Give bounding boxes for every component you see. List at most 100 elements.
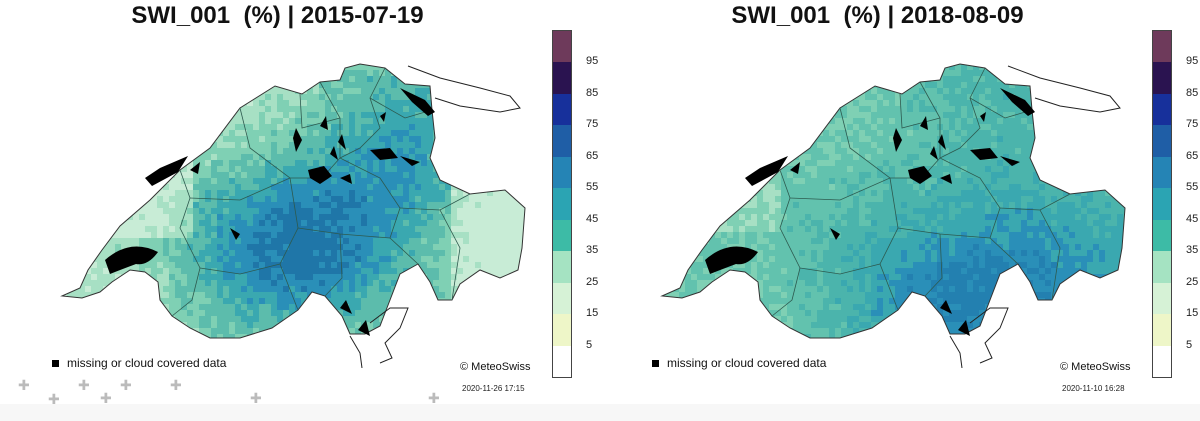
lake [930,146,938,160]
canton-border [199,263,281,275]
country-border [660,63,1126,339]
lake [400,88,435,116]
colorbar-segment [553,314,571,346]
colorbar-segment [553,251,571,283]
plus-icon: ✚ [100,390,112,406]
switzerland-map [60,63,526,368]
canton-border [899,93,941,129]
colorbar-tick-label: 75 [1186,118,1199,131]
lake [705,246,758,274]
border-lake-outline [969,307,1009,364]
lake [830,228,840,240]
colorbar-tick-label: 75 [586,118,599,131]
lake [745,156,788,186]
map-panel-right: SWI_001 (%) | 2018-08-09 missing or clou… [600,0,1200,421]
lake [293,128,302,152]
timestamp-label: 2020-11-10 16:28 [1062,384,1125,393]
lake [940,174,952,184]
colorbar-segment [1153,188,1171,220]
lake [790,162,800,174]
colorbar-tick-label: 95 [586,55,599,68]
lake [340,174,352,184]
colorbar-tick-label: 25 [586,275,599,288]
colorbar-segment [1153,251,1171,283]
canton-border [339,67,386,159]
canton-border [924,233,943,297]
canton-border [189,177,291,201]
switzerland-map [660,63,1126,368]
canton-border [799,263,881,275]
colorbar-segment [1153,125,1171,157]
colorbar-segment [1153,31,1171,63]
plus-icon: ✚ [250,390,262,406]
missing-data-swatch [652,359,659,367]
lake [330,146,338,160]
bottom-bar [0,404,1200,421]
colorbar [552,30,572,378]
colorbar-segment [553,93,571,126]
canton-border [789,177,891,201]
lake [940,300,952,314]
colorbar-tick-label: 95 [1186,55,1199,68]
plus-icon: ✚ [48,391,60,407]
colorbar-tick-label: 85 [586,86,599,99]
colorbar-tick-label: 35 [586,244,599,257]
canton-border [279,177,299,311]
colorbar-segment [553,156,571,189]
canton-border [1039,209,1061,301]
plus-icon: ✚ [120,377,132,393]
credit-label: © MeteoSwiss [1060,361,1131,373]
timestamp-label: 2020-11-26 17:15 [462,384,525,393]
lake [320,116,328,130]
colorbar [1152,30,1172,378]
colorbar-tick-label: 65 [1186,149,1199,162]
lakes-missing-data [105,88,435,336]
colorbar-segment [1153,282,1171,315]
lake [920,116,928,130]
plus-icon: ✚ [78,377,90,393]
border-lake-outline [1007,65,1121,113]
lake [893,128,902,152]
missing-data-legend: missing or cloud covered data [652,356,826,370]
lake [938,134,946,150]
map-title: SWI_001 (%) | 2018-08-09 [731,2,1024,29]
canton-border [879,177,899,311]
lake [105,246,158,274]
border-lake-outline [349,335,363,368]
lake [370,148,398,160]
border-lake-outline [949,335,963,368]
country-border [60,63,526,339]
canton-border [771,169,801,317]
colorbar-segment [1153,219,1171,252]
border-lake-outline [369,307,409,364]
canton-border [939,67,986,159]
missing-data-legend: missing or cloud covered data [52,356,226,370]
colorbar-tick-label: 15 [1186,307,1199,320]
colorbar-tick-label: 45 [586,212,599,225]
map-title: SWI_001 (%) | 2015-07-19 [131,2,424,29]
colorbar-segment [1153,314,1171,346]
colorbar-segment [553,345,571,377]
lake [1000,156,1020,166]
lake [980,112,986,122]
colorbar-segment [553,62,571,94]
border-lakes [349,65,521,368]
border-lakes [949,65,1121,368]
colorbar-tick-label: 15 [586,307,599,320]
lake [340,300,352,314]
lake [400,156,420,166]
lake [970,148,998,160]
lake [230,228,240,240]
canton-border [299,93,341,129]
lake [908,166,932,184]
colorbar-tick-label: 85 [1186,86,1199,99]
plus-icon: ✚ [428,390,440,406]
colorbar-tick-label: 55 [586,181,599,194]
colorbar-segment [553,282,571,315]
lakes-missing-data [705,88,1035,336]
colorbar-tick-label: 5 [1186,338,1193,351]
missing-data-label: missing or cloud covered data [667,356,827,370]
colorbar-segment [1153,345,1171,377]
colorbar-segment [1153,93,1171,126]
lake [380,112,386,122]
